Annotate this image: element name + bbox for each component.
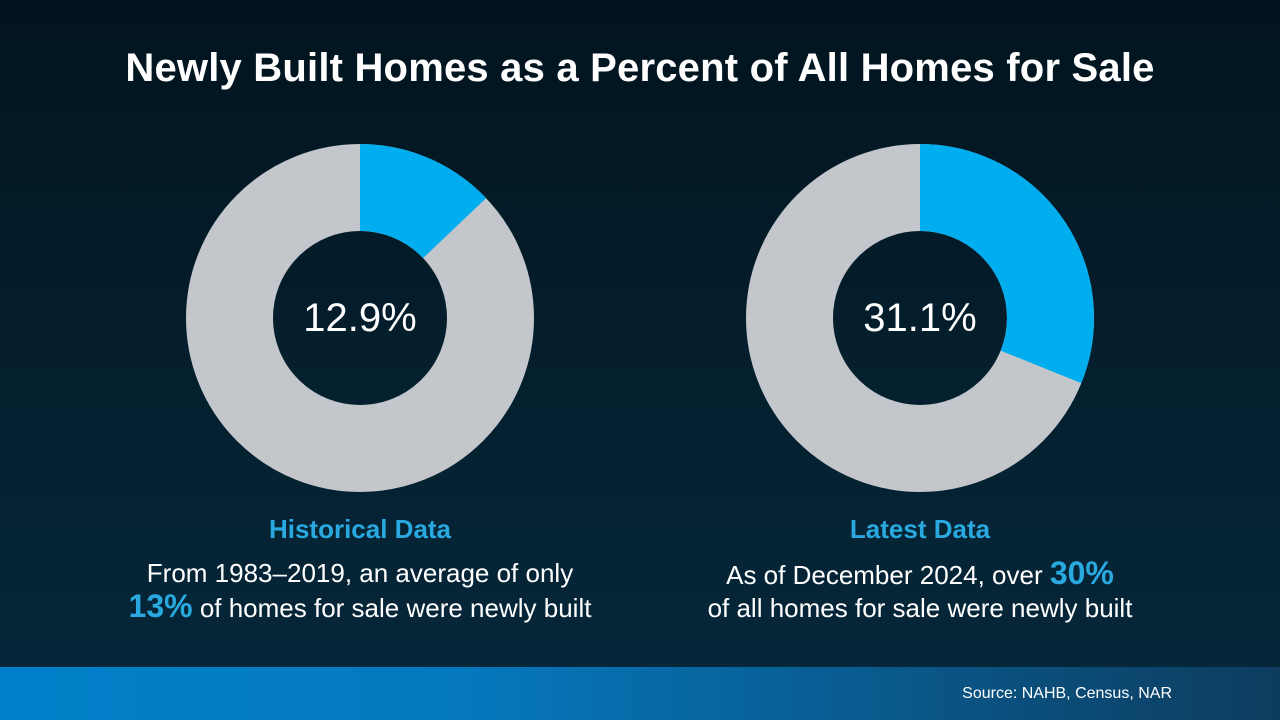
card-heading-historical: Historical Data bbox=[268, 514, 452, 544]
donut-svg-historical bbox=[186, 144, 534, 492]
donut-value-arc bbox=[746, 144, 1094, 492]
description-line1: As of December 2024, over bbox=[726, 560, 1050, 590]
description-line2: of all homes for sale were newly built bbox=[707, 593, 1133, 623]
card-description-historical: From 1983–2019, an average of only 13% o… bbox=[100, 557, 620, 625]
donut-value-arc bbox=[186, 144, 534, 492]
donut-center-label: 31.1% bbox=[863, 295, 977, 340]
highlight-value: 30% bbox=[1049, 555, 1114, 591]
source-text: Source: NAHB, Census, NAR bbox=[962, 684, 1172, 702]
card-heading-latest: Latest Data bbox=[849, 514, 991, 544]
donut-chart-historical: 12.9% bbox=[186, 144, 534, 492]
latest-data-card: 31.1% Latest Data As of December 2024, o… bbox=[660, 144, 1180, 625]
donut-chart-latest: 31.1% bbox=[746, 144, 1094, 492]
highlight-value: 13% bbox=[128, 588, 193, 624]
historical-data-card: 12.9% Historical Data From 1983–2019, an… bbox=[100, 144, 620, 625]
donut-center-label: 12.9% bbox=[303, 295, 417, 340]
donut-svg-latest bbox=[746, 144, 1094, 492]
description-line2: of homes for sale were newly built bbox=[192, 593, 592, 623]
page-title: Newly Built Homes as a Percent of All Ho… bbox=[125, 46, 1155, 90]
description-line1: From 1983–2019, an average of only bbox=[146, 558, 574, 588]
footer-bar: Source: NAHB, Census, NAR bbox=[0, 667, 1280, 720]
card-description-latest: As of December 2024, over 30% of all hom… bbox=[660, 557, 1180, 625]
